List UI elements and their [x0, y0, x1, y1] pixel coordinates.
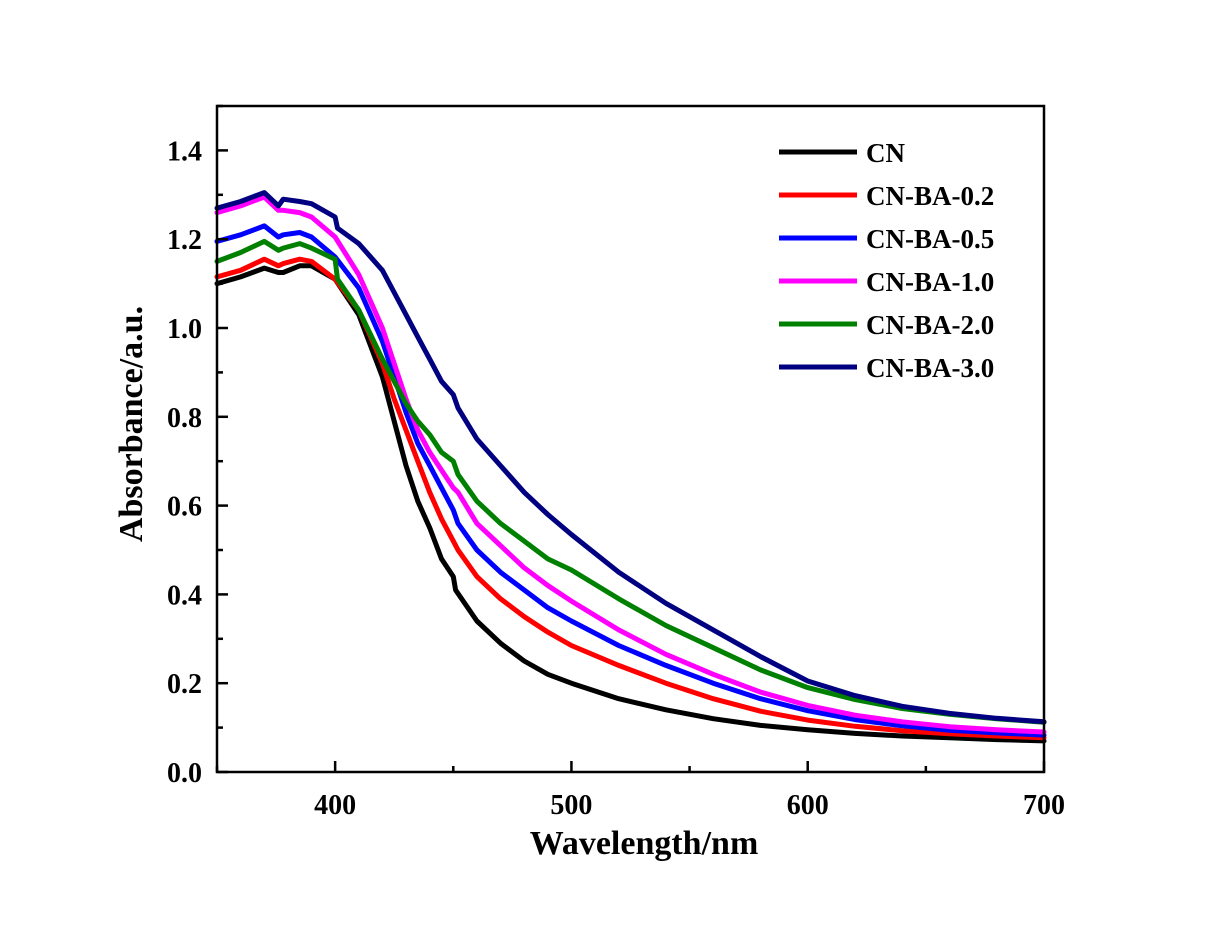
plot-frame — [215, 104, 1046, 774]
y-tick-label: 0.8 — [167, 403, 202, 434]
series-line-4 — [214, 238, 1047, 725]
series-line-5 — [214, 190, 1047, 725]
x-axis-title: Wavelength/nm — [530, 825, 759, 862]
y-tick-label: 1.2 — [167, 225, 202, 256]
legend-label: CN-BA-3.0 — [866, 353, 994, 383]
x-tick-label: 500 — [550, 790, 592, 821]
legend-label: CN — [866, 138, 905, 168]
y-tick-label: 1.4 — [167, 136, 202, 167]
y-tick-label: 0.0 — [167, 758, 202, 789]
series-line-1 — [214, 256, 1047, 741]
series-lines — [214, 190, 1047, 744]
y-tick-label: 1.0 — [167, 314, 202, 345]
x-tick-label: 600 — [787, 790, 829, 821]
legend: CN CN-BA-0.2 CN-BA-0.5 CN-BA-1.0 CN-BA-2.0 CN… — [779, 138, 994, 383]
tick-labels: 400 500 600 700 0.0 0.2 0.4 0.6 0.8 1.0 1.2 1.4 — [167, 136, 1065, 821]
x-tick-label: 700 — [1023, 790, 1065, 821]
x-tick-label: 400 — [314, 790, 356, 821]
series-line-2 — [214, 223, 1047, 738]
legend-label: CN-BA-2.0 — [866, 310, 994, 340]
legend-label: CN-BA-0.2 — [866, 181, 994, 211]
y-axis-title: Absorbance/a.u. — [113, 306, 150, 542]
y-tick-label: 0.4 — [167, 580, 202, 611]
y-tick-label: 0.6 — [167, 492, 202, 523]
legend-label: CN-BA-0.5 — [866, 224, 994, 254]
series-line-3 — [214, 194, 1047, 735]
series-line-0 — [214, 263, 1047, 744]
legend-label: CN-BA-1.0 — [866, 267, 994, 297]
y-tick-label: 0.2 — [167, 669, 202, 700]
